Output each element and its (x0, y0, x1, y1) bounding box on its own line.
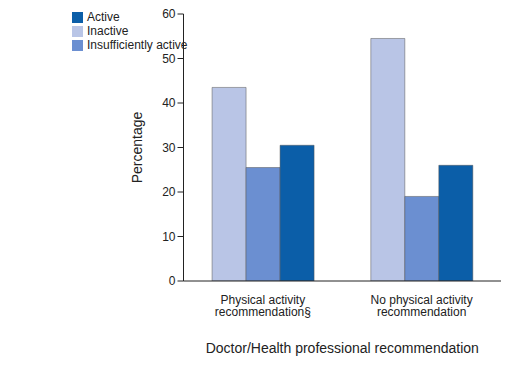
svg-text:50: 50 (162, 52, 176, 66)
svg-text:Doctor/Health professional rec: Doctor/Health professional recommendatio… (206, 340, 479, 356)
html-text:Active: Active (87, 10, 120, 24)
svg-text:40: 40 (162, 96, 176, 110)
svg-text:10: 10 (162, 230, 176, 244)
svg-text:20: 20 (162, 185, 176, 199)
html-text:Insufficiently active: Insufficiently active (87, 38, 188, 52)
svg-text:60: 60 (162, 7, 176, 21)
svg-text:0: 0 (169, 274, 176, 288)
svg-text:No physical activityrecommenda: No physical activityrecommendation (371, 293, 473, 319)
svg-text:30: 30 (162, 141, 176, 155)
svg-text:Physical activityrecommendatio: Physical activityrecommendation§ (215, 293, 311, 319)
html-text:Inactive: Inactive (87, 24, 129, 38)
svg-text:Percentage: Percentage (129, 111, 145, 183)
